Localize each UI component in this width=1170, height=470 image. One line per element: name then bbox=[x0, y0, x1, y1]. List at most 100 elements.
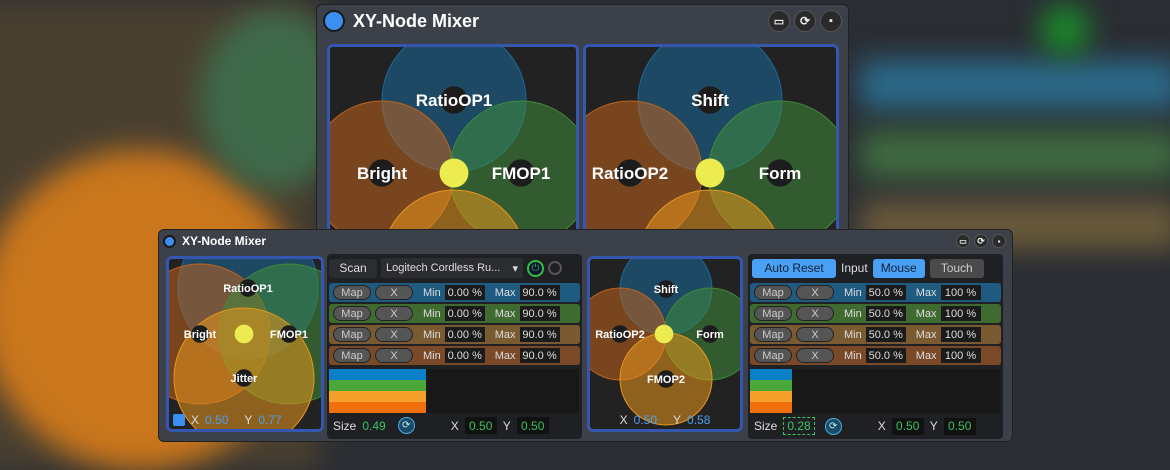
clear-button[interactable]: X bbox=[796, 327, 834, 342]
save-icon[interactable]: ▪ bbox=[992, 234, 1006, 248]
input-label: Input bbox=[841, 261, 868, 275]
node-handle[interactable] bbox=[280, 325, 298, 343]
left-controls: Scan Logitech Cordless Ru... ▾ ⏻ Map X M… bbox=[327, 254, 582, 439]
touch-button[interactable]: Touch bbox=[929, 258, 984, 278]
x-value: 0.50 bbox=[633, 413, 657, 427]
map-button[interactable]: Map bbox=[754, 306, 792, 321]
y-value[interactable]: 0.50 bbox=[516, 417, 549, 434]
window-title: XY-Node Mixer bbox=[182, 234, 267, 248]
y-label: Y bbox=[244, 413, 253, 427]
bottom-window: XY-Node Mixer ▭ ⟳ ▪ RatioOP1 Bright FMOP1 J… bbox=[158, 229, 1013, 442]
clear-button[interactable]: X bbox=[796, 306, 834, 321]
max-value[interactable]: 100 % bbox=[940, 348, 981, 363]
auto-reset-button[interactable]: Auto Reset bbox=[752, 258, 836, 278]
x-value[interactable]: 0.50 bbox=[891, 417, 924, 435]
node-handle[interactable] bbox=[235, 369, 253, 387]
sync-icon[interactable]: ⟳ bbox=[794, 10, 816, 32]
node-label: Jitter bbox=[231, 373, 259, 385]
max-value[interactable]: 90.0 % bbox=[519, 285, 560, 300]
min-value[interactable]: 50.0 % bbox=[865, 348, 906, 363]
window-status-dot[interactable] bbox=[323, 10, 345, 32]
scan-button[interactable]: Scan bbox=[329, 258, 377, 278]
node-label: Shift bbox=[654, 284, 679, 296]
map-button[interactable]: Map bbox=[754, 348, 792, 363]
reset-icon[interactable]: ⟳ bbox=[397, 417, 415, 434]
min-value[interactable]: 0.00 % bbox=[444, 348, 485, 363]
max-value[interactable]: 100 % bbox=[940, 327, 981, 342]
level-bar-blue bbox=[329, 369, 426, 380]
max-value[interactable]: 100 % bbox=[940, 285, 981, 300]
max-value[interactable]: 100 % bbox=[940, 306, 981, 321]
node-label: FMOP1 bbox=[270, 329, 308, 341]
min-label: Min bbox=[844, 307, 862, 320]
map-button[interactable]: Map bbox=[333, 327, 371, 342]
power-icon[interactable]: ⏻ bbox=[527, 259, 544, 277]
node-handle[interactable] bbox=[701, 325, 719, 343]
xy-cursor[interactable] bbox=[234, 324, 254, 344]
node-handle[interactable] bbox=[696, 86, 724, 114]
map-button[interactable]: Map bbox=[333, 348, 371, 363]
min-value[interactable]: 0.00 % bbox=[444, 306, 485, 321]
node-label: FMOP1 bbox=[492, 164, 551, 183]
node-handle[interactable] bbox=[657, 280, 675, 298]
reset-icon[interactable]: ⟳ bbox=[824, 417, 842, 435]
mapping-row: Map X Min 50.0 % Max 100 % bbox=[750, 325, 1001, 344]
node-handle[interactable] bbox=[611, 325, 629, 343]
node-handle[interactable] bbox=[191, 325, 209, 343]
min-value[interactable]: 50.0 % bbox=[865, 285, 906, 300]
size-value[interactable]: 0.28 bbox=[783, 417, 815, 435]
map-button[interactable]: Map bbox=[754, 285, 792, 300]
node-handle[interactable] bbox=[368, 159, 396, 187]
min-value[interactable]: 50.0 % bbox=[865, 306, 906, 321]
max-label: Max bbox=[494, 349, 516, 362]
y-value[interactable]: 0.50 bbox=[943, 417, 976, 435]
xy-pad-left[interactable]: RatioOP1 Bright FMOP1 Jitter X 0.50 Y 0.77 bbox=[166, 256, 324, 432]
node-handle[interactable] bbox=[616, 159, 644, 187]
node-handle[interactable] bbox=[766, 159, 794, 187]
xy-pad-right[interactable]: Shift RatioOP2 Form FMOP2 X 0.50 Y 0.58 bbox=[587, 256, 743, 432]
size-value[interactable]: 0.49 bbox=[362, 418, 386, 433]
max-label: Max bbox=[915, 349, 937, 362]
max-value[interactable]: 90.0 % bbox=[519, 348, 560, 363]
min-value[interactable]: 0.00 % bbox=[444, 285, 485, 300]
xy-cursor[interactable] bbox=[695, 158, 725, 188]
fit-window-icon[interactable]: ▭ bbox=[768, 10, 790, 32]
node-label: RatioOP2 bbox=[592, 164, 669, 183]
clear-button[interactable]: X bbox=[375, 327, 413, 342]
clear-button[interactable]: X bbox=[375, 348, 413, 363]
map-button[interactable]: Map bbox=[333, 285, 371, 300]
clear-button[interactable]: X bbox=[796, 285, 834, 300]
clear-button[interactable]: X bbox=[375, 306, 413, 321]
map-button[interactable]: Map bbox=[333, 306, 371, 321]
min-value[interactable]: 50.0 % bbox=[865, 327, 906, 342]
clear-button[interactable]: X bbox=[375, 285, 413, 300]
xy-pad-canvas[interactable]: RatioOP1 Bright FMOP1 Jitter bbox=[169, 259, 324, 432]
x-value[interactable]: 0.50 bbox=[464, 417, 497, 434]
node-handle[interactable] bbox=[507, 159, 535, 187]
node-handle[interactable] bbox=[440, 86, 468, 114]
pad-menu-button[interactable] bbox=[173, 414, 185, 426]
mouse-button[interactable]: Mouse bbox=[872, 258, 925, 278]
max-value[interactable]: 90.0 % bbox=[519, 306, 560, 321]
clear-button[interactable]: X bbox=[796, 348, 834, 363]
map-button[interactable]: Map bbox=[754, 327, 792, 342]
mapping-row: Map X Min 50.0 % Max 100 % bbox=[750, 304, 1001, 323]
min-value[interactable]: 0.00 % bbox=[444, 327, 485, 342]
xy-cursor[interactable] bbox=[439, 158, 469, 188]
save-icon[interactable]: ▪ bbox=[820, 10, 842, 32]
level-bars bbox=[329, 369, 579, 413]
node-handle[interactable] bbox=[657, 370, 675, 388]
fit-window-icon[interactable]: ▭ bbox=[956, 234, 970, 248]
node-label: Bright bbox=[357, 164, 407, 183]
mapping-row: Map X Min 0.00 % Max 90.0 % bbox=[329, 346, 580, 365]
node-handle[interactable] bbox=[239, 279, 257, 297]
xy-pad-canvas[interactable]: Shift RatioOP2 Form FMOP2 bbox=[590, 259, 743, 432]
device-select[interactable]: Logitech Cordless Ru... ▾ bbox=[381, 258, 523, 278]
background-blur bbox=[860, 60, 1170, 110]
min-label: Min bbox=[844, 349, 862, 362]
max-value[interactable]: 90.0 % bbox=[519, 327, 560, 342]
xy-cursor[interactable] bbox=[654, 324, 674, 344]
right-controls: Auto Reset Input Mouse Touch Map X Min 5… bbox=[748, 254, 1003, 439]
window-status-dot[interactable] bbox=[163, 234, 176, 248]
sync-icon[interactable]: ⟳ bbox=[974, 234, 988, 248]
